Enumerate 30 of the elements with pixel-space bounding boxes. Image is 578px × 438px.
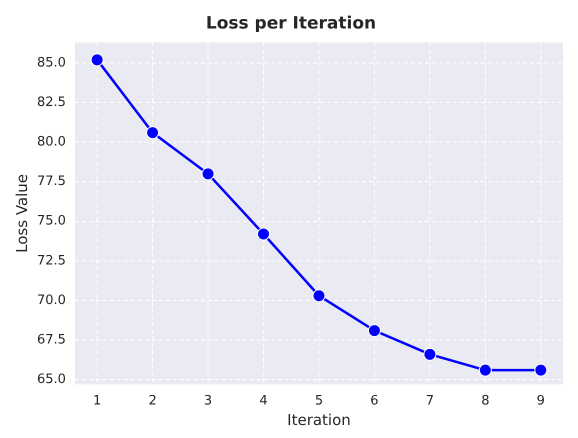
point	[534, 364, 548, 377]
point	[368, 324, 381, 338]
x-tick-label: 4	[259, 394, 268, 409]
point	[146, 126, 160, 140]
point	[202, 167, 215, 180]
y-tick-label: 72.5	[36, 253, 66, 268]
y-tick-label: 75.0	[36, 214, 66, 229]
y-tick-label: 80.0	[36, 134, 66, 150]
x-tick-label: 2	[148, 394, 157, 409]
y-tick-label: 70.0	[36, 292, 66, 308]
chart-title: Loss per Iteration	[206, 14, 376, 34]
point	[478, 364, 492, 377]
point	[90, 53, 104, 66]
y-axis-title: Loss Value	[12, 174, 31, 253]
x-tick-label: 8	[481, 394, 490, 409]
x-tick-label: 6	[370, 394, 379, 409]
point	[257, 227, 270, 240]
y-tick-label: 77.5	[36, 174, 66, 190]
y-tick-label: 67.5	[36, 332, 66, 348]
point	[423, 348, 436, 361]
x-tick-label: 5	[314, 394, 324, 409]
y-tick-label: 85.0	[36, 55, 66, 70]
point	[312, 289, 326, 302]
x-tick-label: 9	[536, 394, 545, 409]
x-tick-label: 3	[204, 394, 212, 409]
x-axis-title: Iteration	[287, 410, 351, 429]
y-tick-label: 65.0	[36, 372, 66, 388]
x-tick-label: 7	[426, 394, 434, 409]
y-tick-label: 82.5	[36, 94, 66, 110]
x-tick-label: 1	[92, 394, 102, 409]
